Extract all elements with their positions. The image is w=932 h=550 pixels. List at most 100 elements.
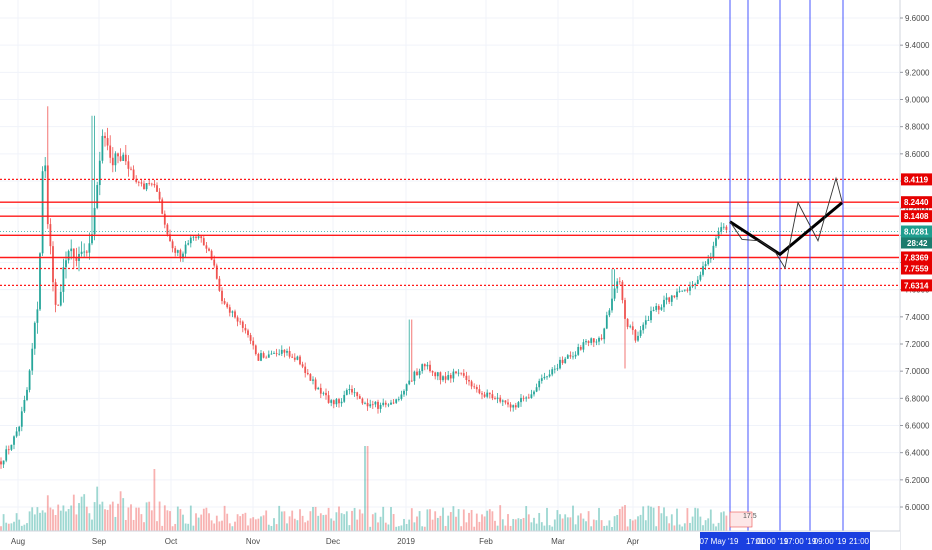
candle-body: [52, 246, 54, 283]
volume-bar: [390, 507, 392, 531]
x-tick-label: Dec: [326, 537, 340, 546]
candle-body: [262, 353, 265, 358]
x-tick-label: Feb: [479, 537, 493, 546]
level-badge[interactable]: [901, 262, 932, 275]
volume-bar: [397, 526, 400, 531]
candle-body: [475, 387, 478, 390]
candle-body: [637, 335, 639, 341]
candle-body: [600, 337, 603, 340]
candle-body: [527, 397, 530, 399]
candle-body: [249, 335, 252, 341]
candle-body: [418, 371, 421, 376]
volume-annotation-group: 17.5: [729, 511, 757, 528]
candle-body: [416, 371, 418, 376]
volume-bar: [0, 526, 2, 531]
volume-annotation-box: [729, 511, 753, 528]
candle-body: [408, 380, 411, 385]
volume-bar: [488, 509, 491, 531]
candle-body: [722, 226, 725, 228]
volume-bar: [59, 510, 62, 531]
candle-body: [265, 357, 268, 359]
volume-bar: [31, 507, 34, 531]
candle-body: [533, 391, 535, 395]
candle-body: [348, 389, 351, 391]
volume-bar: [644, 520, 647, 531]
candle-body: [538, 380, 541, 388]
level-badge[interactable]: [901, 251, 932, 264]
volume-bar: [161, 525, 164, 531]
candle-body: [104, 135, 106, 139]
projection-thin-line[interactable]: [729, 176, 843, 270]
level-badge[interactable]: [901, 173, 932, 186]
candle-body: [278, 353, 281, 355]
candle-body: [605, 315, 608, 329]
candle-body: [153, 183, 156, 186]
volume-bar: [605, 525, 608, 531]
candle-body: [140, 182, 143, 184]
volume-bar: [608, 520, 611, 531]
volume-bar: [98, 504, 101, 531]
volume-bar: [634, 519, 637, 531]
volume-bar: [101, 501, 104, 531]
volume-bar: [10, 523, 13, 531]
time-range-bar[interactable]: [700, 532, 870, 550]
candle-body: [694, 284, 697, 285]
volume-bar: [127, 507, 130, 531]
volume-bar: [23, 524, 26, 531]
volume-bar: [501, 519, 504, 531]
candle-body: [179, 250, 182, 259]
time-range-label: 01:00 '19: [756, 537, 789, 546]
volume-bar: [369, 526, 372, 531]
price-axis-bg: [900, 0, 932, 550]
candle-body: [371, 404, 374, 406]
volume-bar: [681, 526, 684, 531]
current-price-badge[interactable]: [901, 225, 932, 238]
volume-bar: [559, 514, 561, 531]
y-tick-label: 6.0000: [905, 503, 930, 512]
volume-bar: [624, 505, 626, 531]
candle-body: [551, 369, 554, 375]
volume-bar: [93, 502, 96, 531]
volume-bar: [353, 507, 356, 531]
candle-body: [187, 243, 190, 245]
volume-bar: [301, 515, 304, 531]
volume-bar: [119, 491, 122, 531]
candle-body: [395, 399, 398, 403]
level-badge[interactable]: [901, 196, 932, 209]
volume-bar: [195, 513, 197, 531]
vertical-markers: [729, 0, 844, 531]
volume-bar: [226, 513, 229, 531]
volume-bar: [275, 524, 278, 531]
candle-body: [650, 310, 652, 321]
candle-body: [564, 358, 567, 364]
volume-bar: [124, 519, 127, 531]
volume-bar: [189, 505, 192, 531]
candle-body: [231, 311, 234, 313]
volume-bar: [314, 506, 317, 531]
level-badge[interactable]: [901, 210, 932, 223]
volume-bar: [712, 523, 715, 531]
volume-bar: [371, 514, 374, 531]
candle-body: [457, 372, 460, 374]
volume-bar: [483, 516, 486, 531]
candle-body: [595, 341, 598, 343]
candle-body: [507, 402, 509, 405]
volume-bar: [379, 516, 382, 531]
candle-body: [660, 307, 663, 310]
candle-body: [574, 354, 577, 357]
projection-thick-line[interactable]: [729, 201, 843, 257]
candle-body: [603, 328, 606, 340]
x-tick-label: Mar: [551, 537, 565, 546]
volume-bar: [507, 514, 509, 531]
candle-body: [431, 371, 434, 373]
candle-body: [629, 326, 632, 328]
candle-body: [621, 281, 624, 301]
volume-bar: [182, 514, 184, 531]
volume-bar: [470, 509, 473, 531]
volume-bar: [382, 506, 385, 531]
volume-bar: [720, 512, 723, 531]
level-badge[interactable]: [901, 279, 932, 292]
volume-bar: [579, 513, 582, 531]
